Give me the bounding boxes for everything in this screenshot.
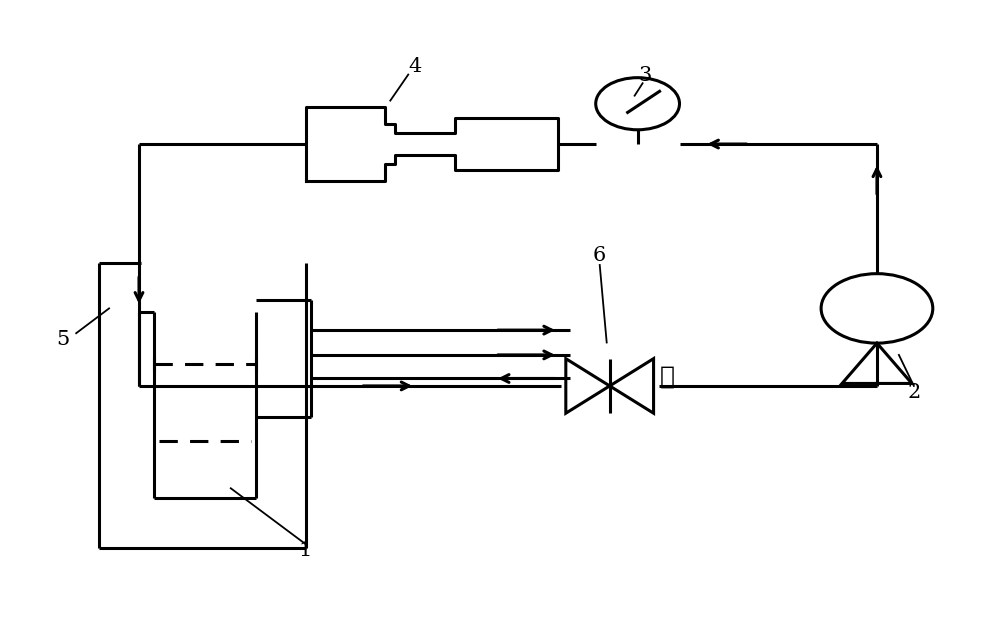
Text: 6: 6 xyxy=(593,246,606,265)
Text: 水: 水 xyxy=(660,364,675,389)
Text: 1: 1 xyxy=(299,541,312,560)
Text: 4: 4 xyxy=(409,57,422,76)
Text: 3: 3 xyxy=(638,66,651,85)
Text: 5: 5 xyxy=(57,330,70,349)
Text: 2: 2 xyxy=(907,383,920,402)
